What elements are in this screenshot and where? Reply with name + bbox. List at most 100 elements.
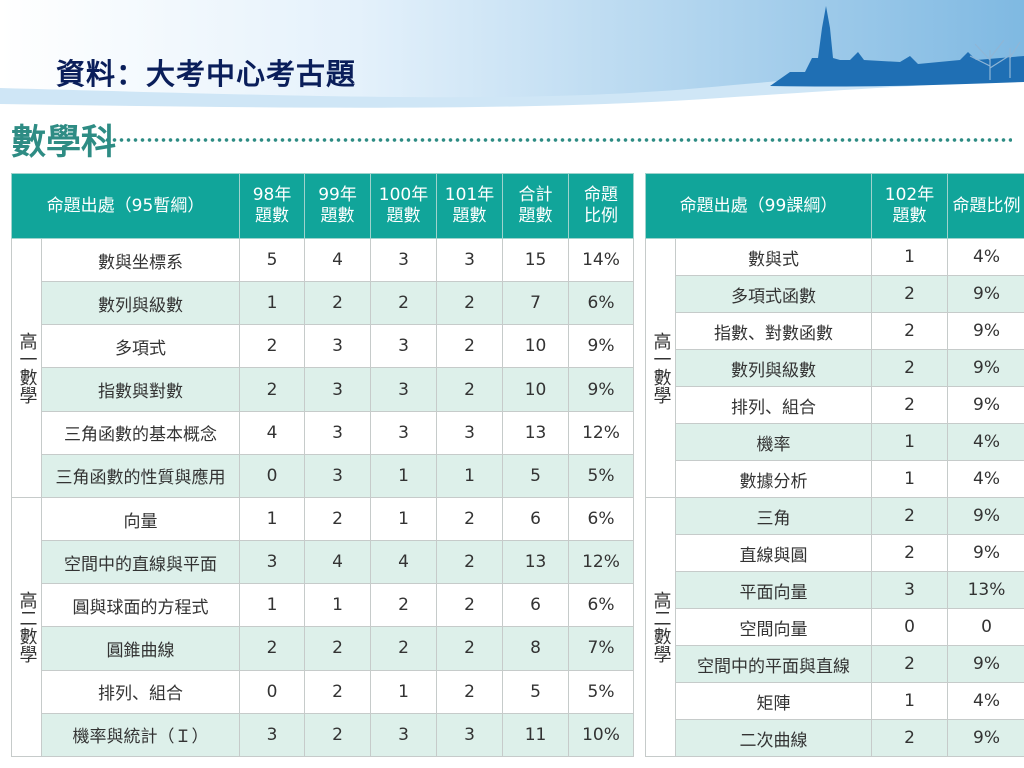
value-cell: 13% (947, 571, 1024, 609)
table-row: 空間向量 0 0 (646, 608, 1024, 646)
topic-cell: 數與式 (674, 238, 873, 276)
left-header-line: 題數 (255, 206, 290, 226)
value-cell: 2 (370, 583, 438, 628)
left-header-line: 命題 (584, 185, 619, 205)
value-cell: 3 (370, 237, 438, 283)
value-cell: 1 (871, 460, 949, 498)
left-header-line: 101年 (444, 185, 495, 205)
table-row: 直線與圓 2 9% (646, 534, 1024, 572)
table-row: 排列、組合 2 9% (646, 386, 1024, 424)
topic-cell: 多項式函數 (674, 275, 873, 313)
value-cell: 4% (947, 460, 1024, 498)
value-cell: 2 (436, 583, 504, 628)
value-cell: 6 (502, 583, 570, 628)
value-cell: 2 (304, 626, 372, 671)
table-row: 空間中的直線與平面 3 4 4 2 13 12% (12, 540, 635, 585)
table-row: 高一數學 數與式 1 4% (645, 238, 1024, 498)
table-row: 指數與對數 2 3 3 2 10 9% (12, 367, 635, 412)
table-row: 三角函數的性質與應用 0 3 1 1 5 5% (12, 453, 635, 498)
value-cell: 3 (304, 453, 372, 498)
value-cell: 5 (502, 669, 570, 714)
value-cell: 4 (304, 540, 372, 585)
value-cell: 2 (871, 497, 949, 535)
value-cell: 12% (568, 410, 635, 455)
value-cell: 3 (436, 237, 504, 283)
topic-cell: 三角函數的性質與應用 (40, 453, 241, 498)
value-cell: 2 (304, 496, 372, 542)
tree-icon (969, 39, 1021, 80)
header-banner (0, 0, 1024, 112)
value-cell: 9% (568, 324, 635, 369)
value-cell: 3 (871, 571, 949, 609)
value-cell: 2 (436, 540, 504, 585)
value-cell: 10 (502, 367, 570, 412)
right-header-line: 題數 (892, 206, 927, 226)
left-header-0: 命題出處（95暫綱） (10, 173, 241, 239)
value-cell: 11 (502, 712, 570, 758)
left-group-label: 高二數學 (11, 496, 42, 758)
value-cell: 12% (568, 540, 635, 585)
table-row: 二次曲線 2 9% (646, 719, 1024, 757)
exam-stats-table-95: 命題出處（95暫綱） 98年 題數 99年 題數 100年 題數 101年 題數 合計 題數 命題 比例… (10, 173, 635, 758)
left-header-line: 題數 (320, 206, 355, 226)
value-cell: 9% (947, 497, 1024, 535)
value-cell: 3 (239, 712, 306, 758)
value-cell: 2 (871, 534, 949, 572)
table-row: 圓與球面的方程式 1 1 2 2 6 6% (12, 583, 635, 628)
right-header-2: 命題比例 (947, 173, 1024, 239)
topic-cell: 直線與圓 (674, 534, 873, 572)
topic-cell: 平面向量 (674, 571, 873, 609)
value-cell: 1 (370, 669, 438, 714)
value-cell: 2 (871, 645, 949, 683)
topic-cell: 向量 (40, 496, 241, 542)
topic-cell: 空間中的直線與平面 (40, 540, 241, 585)
value-cell: 2 (871, 386, 949, 424)
value-cell: 3 (370, 410, 438, 455)
table-row: 高二數學 向量 1 2 1 2 6 6% (11, 496, 635, 758)
value-cell: 10 (502, 324, 570, 369)
value-cell: 4% (947, 423, 1024, 461)
table-row: 排列、組合 0 2 1 2 5 5% (12, 669, 635, 714)
value-cell: 1 (436, 453, 504, 498)
value-cell: 9% (947, 645, 1024, 683)
topic-cell: 三角函數的基本概念 (40, 410, 241, 455)
value-cell: 0 (947, 608, 1024, 646)
topic-cell: 數據分析 (674, 460, 873, 498)
value-cell: 3 (370, 324, 438, 369)
topic-cell: 矩陣 (674, 682, 873, 720)
dotted-divider (104, 136, 1012, 144)
exam-stats-table-99: 命題出處（99課綱） 102年 題數 命題比例 高一數學 數與式 1 4% 多項式函數 2 9% 指… (644, 173, 1024, 757)
value-cell: 0 (239, 453, 306, 498)
value-cell: 2 (436, 324, 504, 369)
left-header-2: 99年 題數 (304, 173, 372, 239)
value-cell: 5% (568, 453, 635, 498)
topic-cell: 指數、對數函數 (674, 312, 873, 350)
topic-cell: 排列、組合 (40, 669, 241, 714)
value-cell: 3 (304, 410, 372, 455)
topic-cell: 指數與對數 (40, 367, 241, 412)
value-cell: 2 (871, 349, 949, 387)
table-row: 矩陣 1 4% (646, 682, 1024, 720)
value-cell: 9% (947, 386, 1024, 424)
value-cell: 3 (370, 712, 438, 758)
value-cell: 1 (239, 496, 306, 542)
table-row: 高一數學 數與坐標系 5 4 3 3 15 14% (11, 237, 635, 498)
left-header-line: 98年 (252, 185, 292, 205)
table-row: 機率 1 4% (646, 423, 1024, 461)
value-cell: 1 (304, 583, 372, 628)
value-cell: 4 (239, 410, 306, 455)
value-cell: 13 (502, 540, 570, 585)
value-cell: 2 (436, 281, 504, 326)
table-row: 多項式函數 2 9% (646, 275, 1024, 313)
topic-cell: 圓與球面的方程式 (40, 583, 241, 628)
topic-cell: 機率 (674, 423, 873, 461)
table-row: 平面向量 3 13% (646, 571, 1024, 609)
value-cell: 2 (370, 626, 438, 671)
value-cell: 3 (436, 712, 504, 758)
value-cell: 2 (304, 669, 372, 714)
value-cell: 4 (304, 237, 372, 283)
left-header-line: 題數 (386, 206, 421, 226)
left-header-1: 98年 題數 (239, 173, 306, 239)
value-cell: 1 (871, 423, 949, 461)
table-row: 指數、對數函數 2 9% (646, 312, 1024, 350)
